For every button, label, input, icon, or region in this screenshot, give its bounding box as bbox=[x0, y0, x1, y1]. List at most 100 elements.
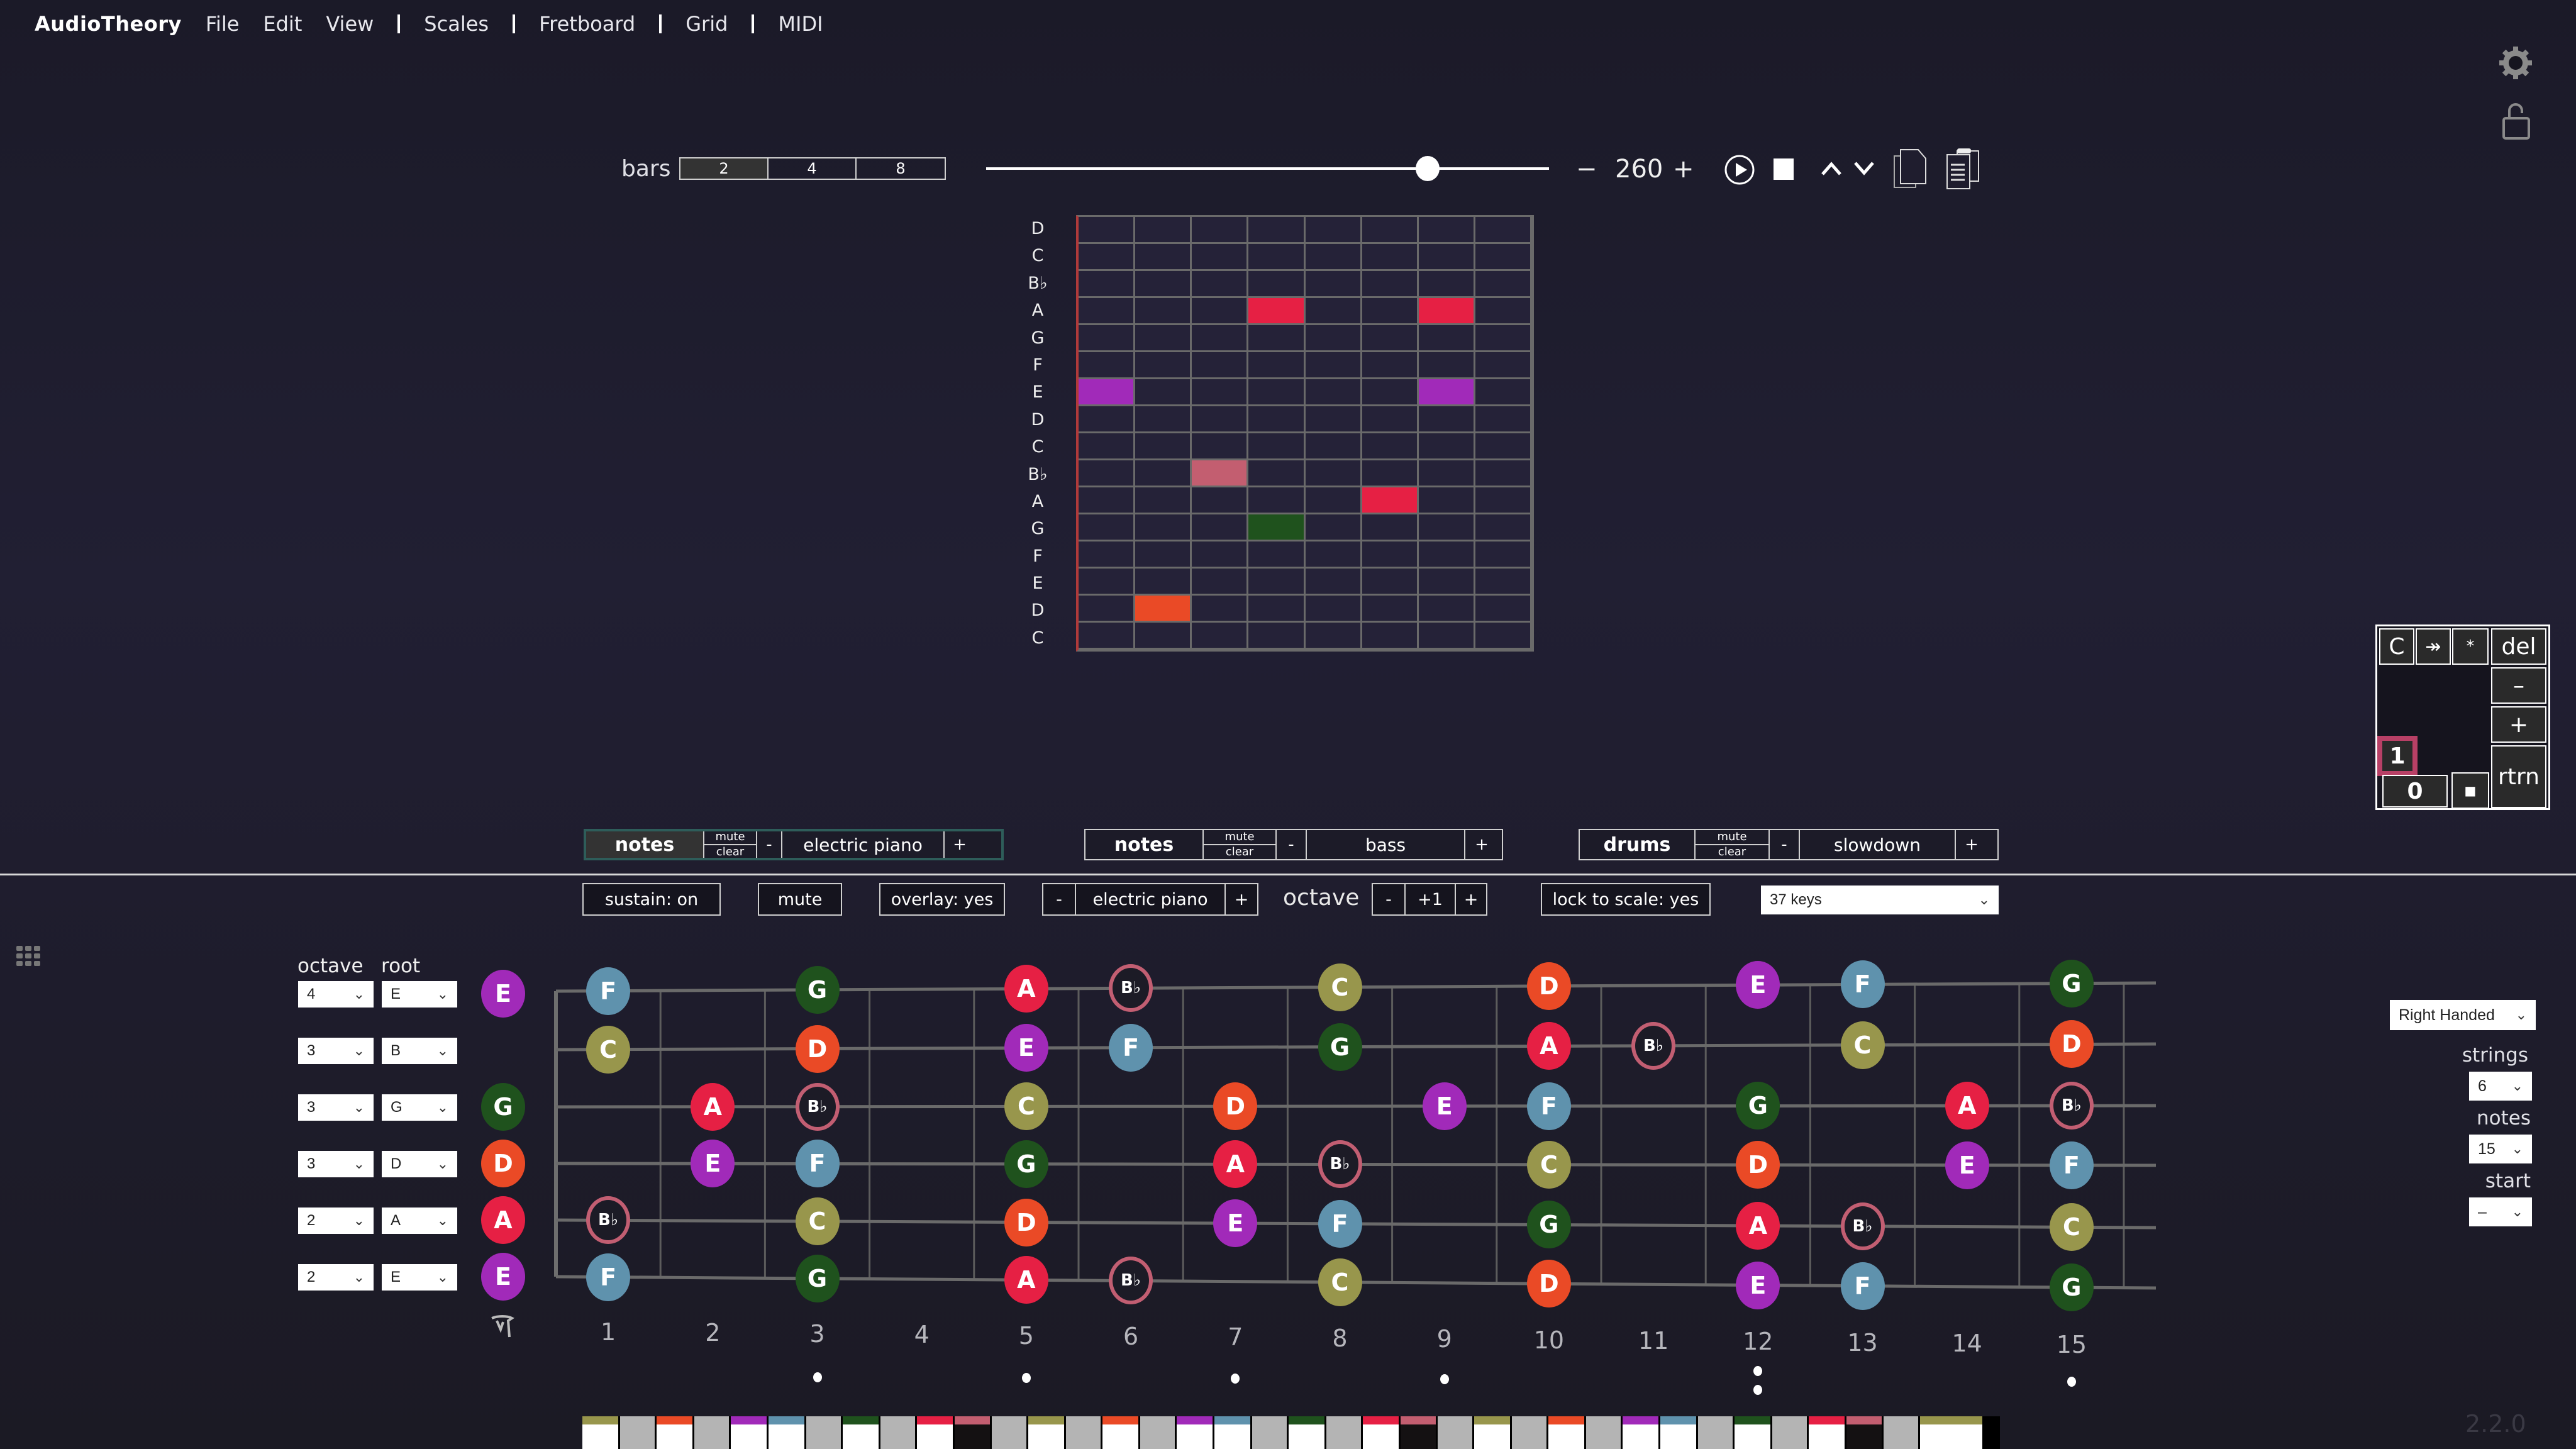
piano-black-key[interactable] bbox=[1698, 1416, 1735, 1449]
bars-option-4[interactable]: 4 bbox=[769, 158, 857, 179]
fretboard-note[interactable]: C bbox=[1318, 963, 1362, 1011]
piano-roll-cell[interactable] bbox=[1248, 460, 1306, 487]
piano-roll-cell[interactable] bbox=[1248, 569, 1306, 596]
piano-roll-cell[interactable] bbox=[1135, 433, 1192, 460]
fretboard-note[interactable]: B♭ bbox=[586, 1196, 631, 1245]
menu-grid[interactable]: Grid bbox=[686, 12, 728, 36]
piano-black-key[interactable] bbox=[1252, 1416, 1289, 1449]
fretboard-note[interactable]: D bbox=[1213, 1082, 1258, 1131]
piano-roll-cell[interactable] bbox=[1305, 487, 1362, 514]
piano-roll-cell[interactable] bbox=[1362, 244, 1419, 271]
numpad-clear-key[interactable]: C bbox=[2379, 628, 2414, 665]
piano-roll-note-cell[interactable] bbox=[1135, 596, 1192, 623]
piano-roll-cell[interactable] bbox=[1248, 379, 1306, 406]
piano-roll-cell[interactable] bbox=[1475, 298, 1532, 325]
piano-white-key[interactable] bbox=[769, 1416, 806, 1449]
piano-black-key[interactable] bbox=[1884, 1416, 1920, 1449]
piano-roll-cell[interactable] bbox=[1475, 406, 1532, 433]
piano-roll-cell[interactable] bbox=[1135, 514, 1192, 541]
piano-black-key[interactable] bbox=[806, 1416, 843, 1449]
fretboard-note[interactable]: A bbox=[1004, 965, 1048, 1013]
sustain-toggle[interactable]: sustain: on bbox=[582, 883, 721, 916]
fretboard-note[interactable]: B♭ bbox=[795, 1082, 840, 1131]
piano-roll-cell[interactable] bbox=[1418, 514, 1475, 541]
piano-roll-cell[interactable] bbox=[1418, 569, 1475, 596]
fretboard-note[interactable]: E bbox=[1004, 1024, 1048, 1072]
piano-roll-cell[interactable] bbox=[1475, 460, 1532, 487]
piano-roll-note-cell[interactable] bbox=[1192, 460, 1249, 487]
piano-roll-cell[interactable] bbox=[1475, 514, 1532, 541]
piano-roll-cell[interactable] bbox=[1192, 271, 1249, 298]
bars-option-2[interactable]: 2 bbox=[680, 158, 769, 179]
piano-roll-cell[interactable] bbox=[1475, 623, 1532, 650]
piano-roll-cell[interactable] bbox=[1079, 217, 1136, 244]
piano-white-key[interactable] bbox=[843, 1416, 880, 1449]
string-octave-select[interactable]: 3 ⌄ bbox=[298, 1094, 374, 1121]
piano-roll-cell[interactable] bbox=[1135, 541, 1192, 569]
piano-roll-cell[interactable] bbox=[1248, 406, 1306, 433]
fretboard-note[interactable]: E bbox=[1422, 1082, 1467, 1130]
piano-roll-cell[interactable] bbox=[1305, 569, 1362, 596]
piano-roll-cell[interactable] bbox=[1079, 298, 1136, 325]
piano-roll-cell[interactable] bbox=[1418, 271, 1475, 298]
fretboard-note[interactable]: F bbox=[1840, 960, 1885, 1009]
piano-white-key[interactable] bbox=[1735, 1416, 1772, 1449]
piano-roll-cell[interactable] bbox=[1079, 325, 1136, 352]
piano-roll-cell[interactable] bbox=[1079, 271, 1136, 298]
piano-roll-cell[interactable] bbox=[1305, 379, 1362, 406]
piano-roll-cell[interactable] bbox=[1192, 514, 1249, 541]
numpad-one-key[interactable]: 1 bbox=[2377, 736, 2418, 776]
numpad-del-key[interactable]: del bbox=[2491, 628, 2546, 665]
fretboard-note[interactable]: D bbox=[2049, 1020, 2094, 1069]
tempo-decrease-button[interactable]: − bbox=[1576, 155, 1597, 184]
strings-select[interactable]: 6 ⌄ bbox=[2469, 1072, 2532, 1101]
piano-roll-cell[interactable] bbox=[1418, 244, 1475, 271]
piano-white-key[interactable] bbox=[657, 1416, 694, 1449]
piano-roll-cell[interactable] bbox=[1135, 271, 1192, 298]
piano-roll-note-cell[interactable] bbox=[1079, 379, 1136, 406]
piano-black-key[interactable] bbox=[955, 1416, 992, 1449]
fretboard-note[interactable]: E bbox=[1736, 961, 1780, 1009]
piano-black-key[interactable] bbox=[1846, 1416, 1884, 1449]
track-kind-button[interactable]: drums bbox=[1580, 830, 1696, 859]
piano-roll-note-cell[interactable] bbox=[1418, 298, 1475, 325]
piano-black-key[interactable] bbox=[1438, 1416, 1474, 1449]
piano-white-key[interactable] bbox=[1623, 1416, 1660, 1449]
fretboard-note[interactable]: C bbox=[1526, 1140, 1571, 1189]
fretboard-note[interactable]: F bbox=[1840, 1262, 1885, 1310]
piano-roll-cell[interactable] bbox=[1248, 244, 1306, 271]
piano-roll-cell[interactable] bbox=[1418, 487, 1475, 514]
piano-roll-cell[interactable] bbox=[1305, 514, 1362, 541]
piano-roll-cell[interactable] bbox=[1475, 596, 1532, 623]
fretboard-note[interactable]: B♭ bbox=[1109, 1257, 1153, 1305]
piano-black-key[interactable] bbox=[694, 1416, 731, 1449]
piano-roll-cell[interactable] bbox=[1475, 325, 1532, 352]
fretboard-note[interactable]: A bbox=[1213, 1140, 1258, 1189]
fretboard-note[interactable]: C bbox=[586, 1025, 631, 1074]
piano-roll-grid[interactable] bbox=[1076, 215, 1534, 652]
piano-roll-cell[interactable] bbox=[1248, 487, 1306, 514]
piano-roll-cell[interactable] bbox=[1475, 379, 1532, 406]
piano-roll-cell[interactable] bbox=[1248, 541, 1306, 569]
menu-file[interactable]: File bbox=[205, 12, 240, 36]
piano-roll-cell[interactable] bbox=[1362, 325, 1419, 352]
piano-black-key[interactable] bbox=[1401, 1416, 1438, 1449]
string-root-select[interactable]: D ⌄ bbox=[382, 1151, 457, 1177]
fretboard-note[interactable]: G bbox=[1736, 1082, 1780, 1130]
tempo-increase-button[interactable]: + bbox=[1673, 155, 1694, 184]
piano-roll-cell[interactable] bbox=[1079, 541, 1136, 569]
piano-white-key[interactable] bbox=[917, 1416, 955, 1449]
fretboard-note[interactable]: F bbox=[795, 1140, 840, 1188]
piano-roll-cell[interactable] bbox=[1418, 217, 1475, 244]
piano-roll-cell[interactable] bbox=[1079, 460, 1136, 487]
track-clear-button[interactable]: clear bbox=[716, 845, 745, 858]
track-instrument-prev-button[interactable]: - bbox=[1770, 830, 1800, 859]
menu-midi[interactable]: MIDI bbox=[778, 12, 823, 36]
fretboard-note[interactable]: D bbox=[1526, 1260, 1571, 1308]
start-select[interactable]: – ⌄ bbox=[2469, 1197, 2532, 1226]
string-root-select[interactable]: E ⌄ bbox=[382, 1264, 457, 1291]
piano-roll-cell[interactable] bbox=[1362, 596, 1419, 623]
piano-roll-cell[interactable] bbox=[1362, 352, 1419, 379]
numpad-zero-key[interactable]: 0 bbox=[2382, 775, 2448, 808]
piano-black-key[interactable] bbox=[992, 1416, 1028, 1449]
